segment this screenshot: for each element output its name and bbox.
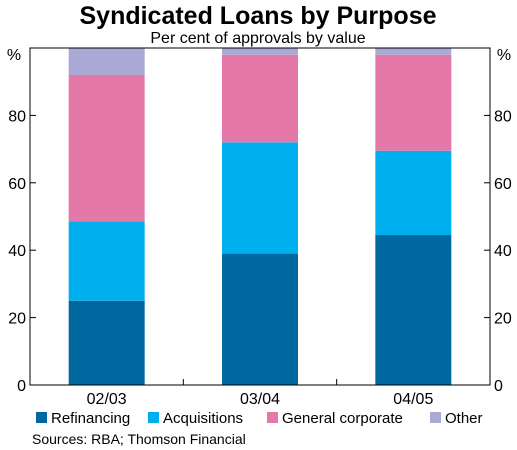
bar-refinancing-02-03	[68, 300, 145, 385]
legend-swatch-refinancing	[36, 412, 47, 423]
legend-swatch-general-corporate	[267, 412, 278, 423]
x-tick-label: 04/05	[393, 391, 433, 408]
y-tick-label-right: 0	[494, 378, 503, 395]
bar-acquisitions-04-05	[375, 150, 452, 236]
x-tick-label: 03/04	[240, 391, 280, 408]
legend-label-refinancing: Refinancing	[51, 410, 130, 427]
bar-other-03-04	[222, 48, 298, 55]
y-unit-right: %	[497, 47, 511, 64]
y-tick-label-right: 60	[494, 176, 512, 193]
bar-general-corporate-03-04	[222, 54, 298, 143]
y-tick-label-left: 40	[8, 243, 26, 260]
bar-general-corporate-02-03	[68, 74, 145, 222]
bar-acquisitions-03-04	[222, 142, 298, 254]
legend-label-other: Other	[445, 410, 483, 427]
bar-acquisitions-02-03	[68, 221, 145, 301]
y-tick-label-right: 40	[494, 243, 512, 260]
y-tick-label-left: 20	[8, 311, 26, 328]
x-tick-label: 02/03	[87, 391, 127, 408]
chart-title: Syndicated Loans by Purpose	[79, 2, 436, 30]
bar-refinancing-04-05	[375, 235, 452, 385]
y-axis-right: 0 20 40 60 80	[484, 108, 512, 395]
source-note: Sources: RBA; Thomson Financial	[32, 431, 246, 447]
y-tick-label-right: 20	[494, 311, 512, 328]
x-axis: 02/03 03/04 04/05	[87, 379, 433, 408]
y-axis-left: 0 20 40 60 80	[8, 108, 36, 395]
y-unit-left: %	[7, 47, 21, 64]
legend: Refinancing Acquisitions General corporate…	[36, 410, 483, 427]
legend-swatch-other	[430, 412, 441, 423]
bar-refinancing-03-04	[222, 253, 298, 385]
legend-label-general-corporate: General corporate	[282, 410, 403, 427]
bar-other-02-03	[68, 48, 145, 75]
bar-other-04-05	[375, 48, 452, 55]
plot-frame	[29, 47, 491, 386]
y-tick-label-left: 0	[17, 378, 26, 395]
y-tick-label-right: 80	[494, 108, 512, 125]
bar-general-corporate-04-05	[375, 54, 452, 151]
chart-subtitle: Per cent of approvals by value	[150, 30, 365, 47]
y-tick-label-left: 80	[8, 108, 26, 125]
legend-label-acquisitions: Acquisitions	[163, 410, 243, 427]
bars	[68, 48, 452, 385]
y-tick-label-left: 60	[8, 176, 26, 193]
legend-swatch-acquisitions	[148, 412, 159, 423]
